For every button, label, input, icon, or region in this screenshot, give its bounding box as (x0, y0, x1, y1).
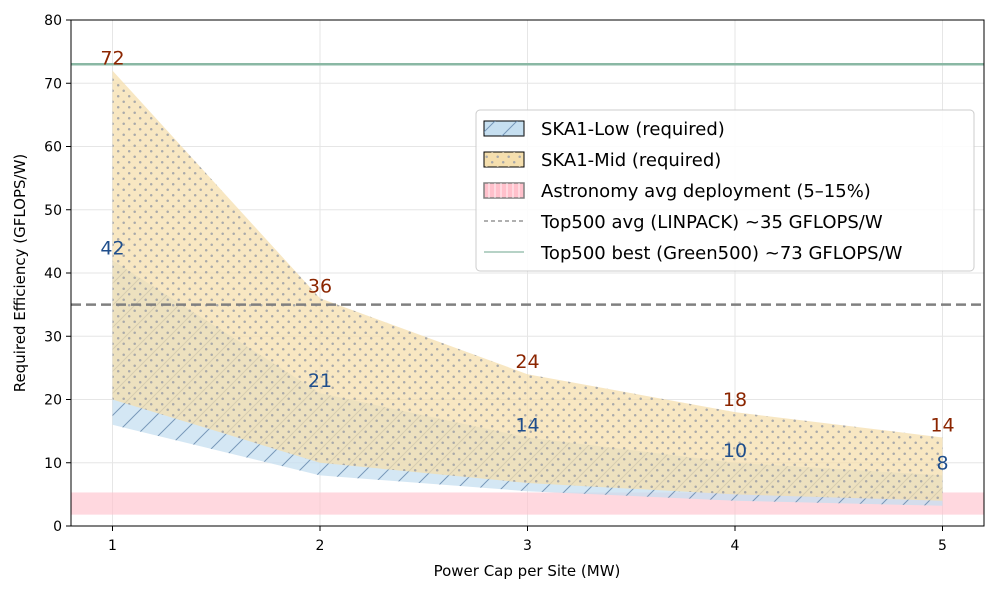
x-axis-title: Power Cap per Site (MW) (434, 562, 621, 580)
ska1-mid-data-label: 36 (308, 275, 332, 297)
legend-label-ska1-low: SKA1-Low (required) (541, 119, 725, 140)
ska1-low-data-label: 10 (723, 440, 747, 462)
y-tick-label: 50 (44, 203, 62, 219)
ska1-low-data-label: 42 (100, 237, 124, 259)
ska1-mid-area-hatch (112, 70, 943, 501)
x-tick-label: 4 (731, 538, 740, 554)
legend-hatch-deployment-band (484, 183, 524, 198)
y-tick-label: 0 (53, 519, 62, 535)
y-tick-label: 70 (44, 76, 62, 92)
ska1-mid-data-label: 72 (100, 48, 124, 70)
y-tick-label: 20 (44, 393, 62, 409)
legend-label-ska1-mid: SKA1-Mid (required) (541, 150, 721, 171)
y-tick-label: 30 (44, 329, 62, 345)
legend-entry-top500-avg: Top500 avg (LINPACK) ~35 GFLOPS/W (484, 212, 883, 233)
area-layer (112, 70, 943, 506)
ska1-low-data-label: 8 (936, 452, 948, 474)
legend-entry-top500-best: Top500 best (Green500) ~73 GFLOPS/W (484, 243, 903, 264)
reference-lines (71, 63, 984, 306)
y-tick-label: 40 (44, 266, 62, 282)
y-tick-label: 80 (44, 13, 62, 29)
legend-entry-ska1-mid: SKA1-Mid (required) (483, 150, 721, 171)
x-tick-label: 5 (938, 538, 947, 554)
y-tick-label: 10 (44, 456, 62, 472)
legend-hatch-ska1-low (484, 121, 524, 136)
legend-hatch-ska1-mid (484, 152, 524, 167)
legend-box (475, 109, 975, 272)
ska1-low-data-label: 21 (308, 370, 332, 392)
legend-label-top500-avg: Top500 avg (LINPACK) ~35 GFLOPS/W (540, 212, 883, 233)
y-axis-ticks: 0 10 20 30 40 50 60 70 80 (44, 13, 71, 535)
legend-entry-ska1-low: SKA1-Low (required) (483, 119, 725, 140)
ska1-mid-data-label: 24 (515, 351, 539, 373)
ska1-mid-data-label: 18 (723, 389, 747, 411)
legend-entry-deployment-band: Astronomy avg deployment (5–15%) (483, 181, 871, 202)
x-tick-label: 2 (316, 538, 325, 554)
legend: SKA1-Low (required) SKA1-Mid (required) … (475, 109, 975, 272)
legend-label-top500-best: Top500 best (Green500) ~73 GFLOPS/W (540, 243, 903, 264)
x-axis-ticks: 1 2 3 4 5 (108, 526, 947, 554)
y-tick-label: 60 (44, 140, 62, 156)
legend-label-deployment-band: Astronomy avg deployment (5–15%) (541, 181, 871, 202)
y-axis-title: Required Efficiency (GFLOPS/W) (11, 154, 29, 393)
ska1-low-data-label: 14 (515, 414, 539, 436)
x-tick-label: 3 (523, 538, 532, 554)
x-tick-label: 1 (108, 538, 117, 554)
ska1-mid-data-label: 14 (930, 414, 954, 436)
